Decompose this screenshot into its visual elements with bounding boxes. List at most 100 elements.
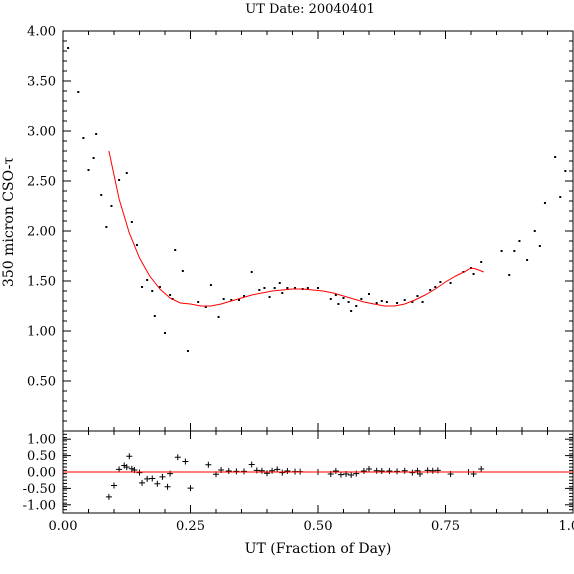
residual-point <box>136 469 143 476</box>
x-tick-label: 0.25 <box>176 519 205 534</box>
residual-point <box>149 475 156 482</box>
main-data-point <box>360 298 363 300</box>
main-data-point <box>146 279 149 281</box>
main-data-point <box>174 249 177 251</box>
main-data-point <box>237 299 240 301</box>
main-y-tick-label: 3.50 <box>27 75 56 90</box>
residual-y-tick-label: -0.50 <box>23 482 56 497</box>
residual-point <box>429 467 436 474</box>
main-y-tick-label: 0.50 <box>27 375 56 390</box>
residual-plot-panel: -1.00-0.500.00 0.501.00 <box>23 430 574 514</box>
residual-point <box>284 468 291 475</box>
main-data-point <box>125 172 128 174</box>
main-data-point <box>306 287 309 289</box>
x-tick-label: 0.00 <box>49 519 78 534</box>
main-data-point <box>197 301 200 303</box>
main-data-point <box>204 306 207 308</box>
main-data-point <box>141 286 144 288</box>
main-data-point <box>286 287 289 289</box>
main-fit-line <box>108 150 484 307</box>
residual-point <box>366 466 372 473</box>
main-y-tick-label: 4.00 <box>27 25 56 40</box>
main-y-tick-label: 3.00 <box>27 125 56 140</box>
main-data-point <box>439 281 442 283</box>
main-data-point <box>110 205 113 207</box>
main-data-point <box>243 295 246 297</box>
residual-point <box>264 470 270 477</box>
main-data-point <box>169 294 172 296</box>
residual-point <box>373 467 380 474</box>
main-data-point <box>480 261 483 263</box>
main-data-point <box>317 287 319 289</box>
main-data-point <box>368 293 370 295</box>
main-data-point <box>434 286 437 288</box>
main-data-point <box>564 170 567 172</box>
main-data-point <box>533 230 536 232</box>
main-data-point <box>518 240 521 242</box>
main-data-point <box>281 292 284 294</box>
residual-point <box>348 471 355 478</box>
main-y-tick-label: 1.00 <box>27 325 56 340</box>
residual-point <box>233 468 240 475</box>
main-plot-panel: 0.50 1.00 1.50 2.00 2.50 3.00 3.50 4.00 <box>27 25 574 432</box>
main-data-point <box>342 297 345 299</box>
residual-point <box>269 467 276 474</box>
main-data-point <box>449 282 452 284</box>
main-data-point <box>385 301 388 303</box>
residual-y-tick-label: 0.00 <box>27 466 56 481</box>
main-data-point <box>513 250 516 252</box>
main-data-point <box>543 202 546 204</box>
main-data-point <box>67 47 70 49</box>
residual-point <box>139 479 146 486</box>
main-data-point <box>230 299 233 301</box>
residual-point <box>187 485 194 492</box>
residual-point <box>360 468 367 475</box>
residual-point <box>126 453 133 460</box>
residual-point <box>478 466 485 473</box>
main-data-point <box>294 287 297 289</box>
x-tick-label: 0.75 <box>431 519 460 534</box>
main-y-tick-label: 2.50 <box>27 175 56 190</box>
main-data-point <box>334 294 337 296</box>
main-data-point <box>559 196 562 198</box>
residual-point <box>241 468 248 475</box>
main-data-point <box>429 289 432 291</box>
main-data-point <box>130 221 133 223</box>
residual-point <box>159 473 166 480</box>
main-data-point <box>526 259 529 261</box>
main-data-point <box>347 301 350 303</box>
residual-point <box>111 482 117 489</box>
main-data-point <box>396 302 399 304</box>
residual-point <box>409 469 416 476</box>
x-axis-ticks: 0.00 0.25 0.50 0.75 1.00 <box>49 519 574 534</box>
main-data-point <box>82 137 85 139</box>
residual-point <box>274 466 281 473</box>
residual-point <box>337 471 344 478</box>
main-plot-frame <box>62 30 574 432</box>
main-data-point <box>87 169 90 171</box>
main-data-point <box>337 303 340 305</box>
x-axis-label: UT (Fraction of Day) <box>245 541 392 557</box>
residual-point <box>154 480 161 487</box>
residual-point <box>378 468 385 475</box>
main-y-tick-label: 2.00 <box>27 225 56 240</box>
x-tick-label: 1.00 <box>559 519 574 534</box>
main-data-point <box>186 350 189 352</box>
main-data-point <box>554 156 557 158</box>
main-data-point <box>421 301 424 303</box>
residual-point <box>164 483 171 490</box>
residual-y-tick-label: 0.50 <box>27 449 56 464</box>
main-data-point <box>92 157 95 159</box>
x-tick-label: 0.50 <box>304 519 333 534</box>
main-data-point <box>100 194 103 196</box>
residual-point <box>105 493 112 500</box>
main-data-point <box>153 315 156 317</box>
residual-point <box>182 458 189 465</box>
residual-point <box>205 461 212 468</box>
main-data-point <box>500 250 503 252</box>
main-data-point <box>380 300 383 302</box>
main-data-point <box>263 287 266 289</box>
residual-point <box>394 468 401 475</box>
residual-point <box>174 454 181 461</box>
